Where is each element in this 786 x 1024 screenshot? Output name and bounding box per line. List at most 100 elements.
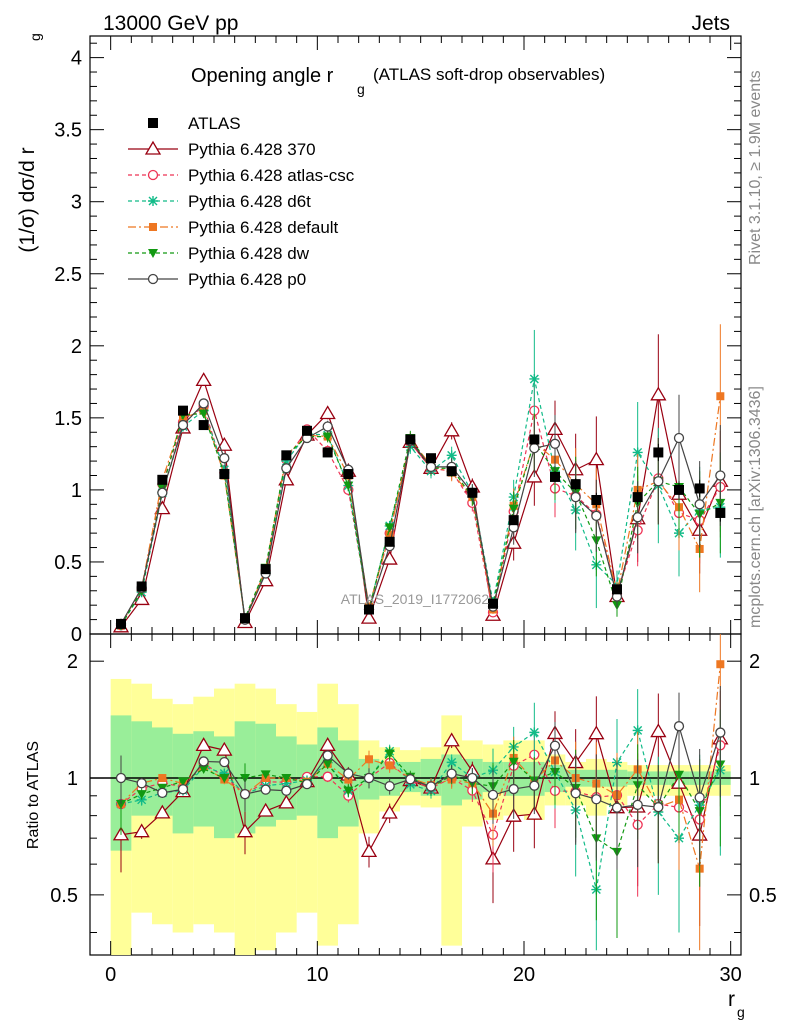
point-default [385,530,394,539]
main-ylabel: (1/σ) dσ/d r [16,147,39,252]
ratio-point-p370 [381,804,398,819]
ratio-x-tick-label: 10 [306,964,328,986]
point-atlas [364,604,374,615]
ratio-y-tick-label: 2 [67,651,78,673]
ratio-point-dw [674,770,684,780]
ratio-point-default [716,660,725,669]
title-rest: (ATLAS soft-drop observables) [373,65,605,84]
point-atlas [405,434,416,445]
ratio-point-p0 [715,727,726,738]
ratio-point-p0 [363,772,375,784]
point-atlas [384,536,395,547]
point-atlas [612,584,622,595]
ratio-point-default [385,761,394,770]
point-atlas [508,515,519,526]
ratio-point-p0 [653,802,664,813]
ratio-line-d6t [120,728,721,890]
point-atlas [715,507,726,518]
point-atlas [157,474,168,485]
point-atlas [653,447,664,458]
point-atlas [488,598,498,609]
header-right: Jets [691,12,730,35]
point-d6t [632,447,643,458]
point-atlas [116,618,126,629]
point-p0 [591,510,602,521]
legend-marker-csc [147,169,159,181]
legend-label-dw: Pythia 6.428 dw [188,244,310,263]
ratio-point-p0 [570,788,581,799]
ratio-x-tick-label: 0 [105,964,116,986]
point-atlas [136,581,147,592]
watermark: ATLAS_2019_I1772062 [341,591,490,607]
point-atlas [260,564,271,575]
series-default [117,324,725,630]
legend-label-p370: Pythia 6.428 370 [188,140,316,159]
ratio-point-p0 [487,789,499,801]
point-p0 [570,491,581,503]
point-atlas [446,466,457,477]
main-y-tick-label: 4 [71,48,82,70]
point-p0 [157,487,168,498]
ratio-point-d6t [529,727,540,738]
ratio-point-csc [322,771,333,782]
main-y-tick-label: 2 [71,336,82,358]
ratio-point-p370 [588,725,605,740]
legend-entry-dw: Pythia 6.428 dw [128,244,310,263]
legend-marker-dw [148,249,158,258]
point-p370 [443,422,460,437]
point-p0 [549,438,561,449]
title-sub: g [357,81,365,97]
ratio-point-p370 [443,732,460,747]
series-line-p0 [120,402,721,625]
ratio-point-dw [343,786,354,796]
point-atlas [570,479,581,490]
ratio-point-dw [136,790,147,800]
ratio-xlabel-text: r [728,988,735,1011]
ratio-point-p370 [236,823,254,838]
ratio-point-p0 [136,778,147,789]
legend-entry-d6t: Pythia 6.428 d6t [128,192,311,211]
series-line-p370 [120,378,721,628]
ratio-point-dw [281,774,292,784]
main-ylabel-sub: g [27,33,43,41]
ratio-point-dw [384,749,395,759]
ratio-point-p0 [281,785,292,796]
point-dw [322,432,333,442]
ratio-point-dw [219,774,230,784]
ratio-point-p370 [195,737,212,752]
ratio-point-p0 [549,740,561,751]
ratio-point-p0 [632,799,643,811]
ratio-point-p0 [467,772,478,784]
point-dw [198,409,209,419]
point-p0 [425,461,437,472]
ratio-point-dw [198,764,209,774]
ratio-x-tick-label: 30 [720,964,742,986]
legend-entry-p0: Pythia 6.428 p0 [128,270,306,289]
ratio-point-p0 [508,783,519,795]
ratio-series-p0 [115,686,726,870]
point-atlas [694,483,705,494]
legend-label-default: Pythia 6.428 default [188,218,339,237]
ratio-xlabel-sub: g [737,1004,745,1020]
point-atlas [219,469,230,480]
legend-label-d6t: Pythia 6.428 d6t [188,192,311,211]
legend-marker-atlas [148,118,158,128]
ratio-point-dw [508,757,519,767]
ratio-point-p370 [278,794,295,809]
point-default [716,392,725,401]
point-p0 [673,432,685,444]
legend-marker-p0 [147,273,159,285]
ratio-y-tick-label-right: 2 [749,651,760,673]
point-atlas [632,492,643,503]
point-d6t [446,450,457,461]
main-y-tick-label: 3.5 [54,120,82,142]
ratio-point-p370 [360,843,378,858]
point-atlas [198,420,209,431]
legend-marker-default [149,223,157,231]
series-p370 [112,334,729,633]
series-d6t [116,329,726,631]
ratio-point-p0 [301,778,313,790]
point-p0 [219,453,230,464]
ratio-point-p370 [216,741,233,756]
legend-label-atlas: ATLAS [188,114,241,133]
